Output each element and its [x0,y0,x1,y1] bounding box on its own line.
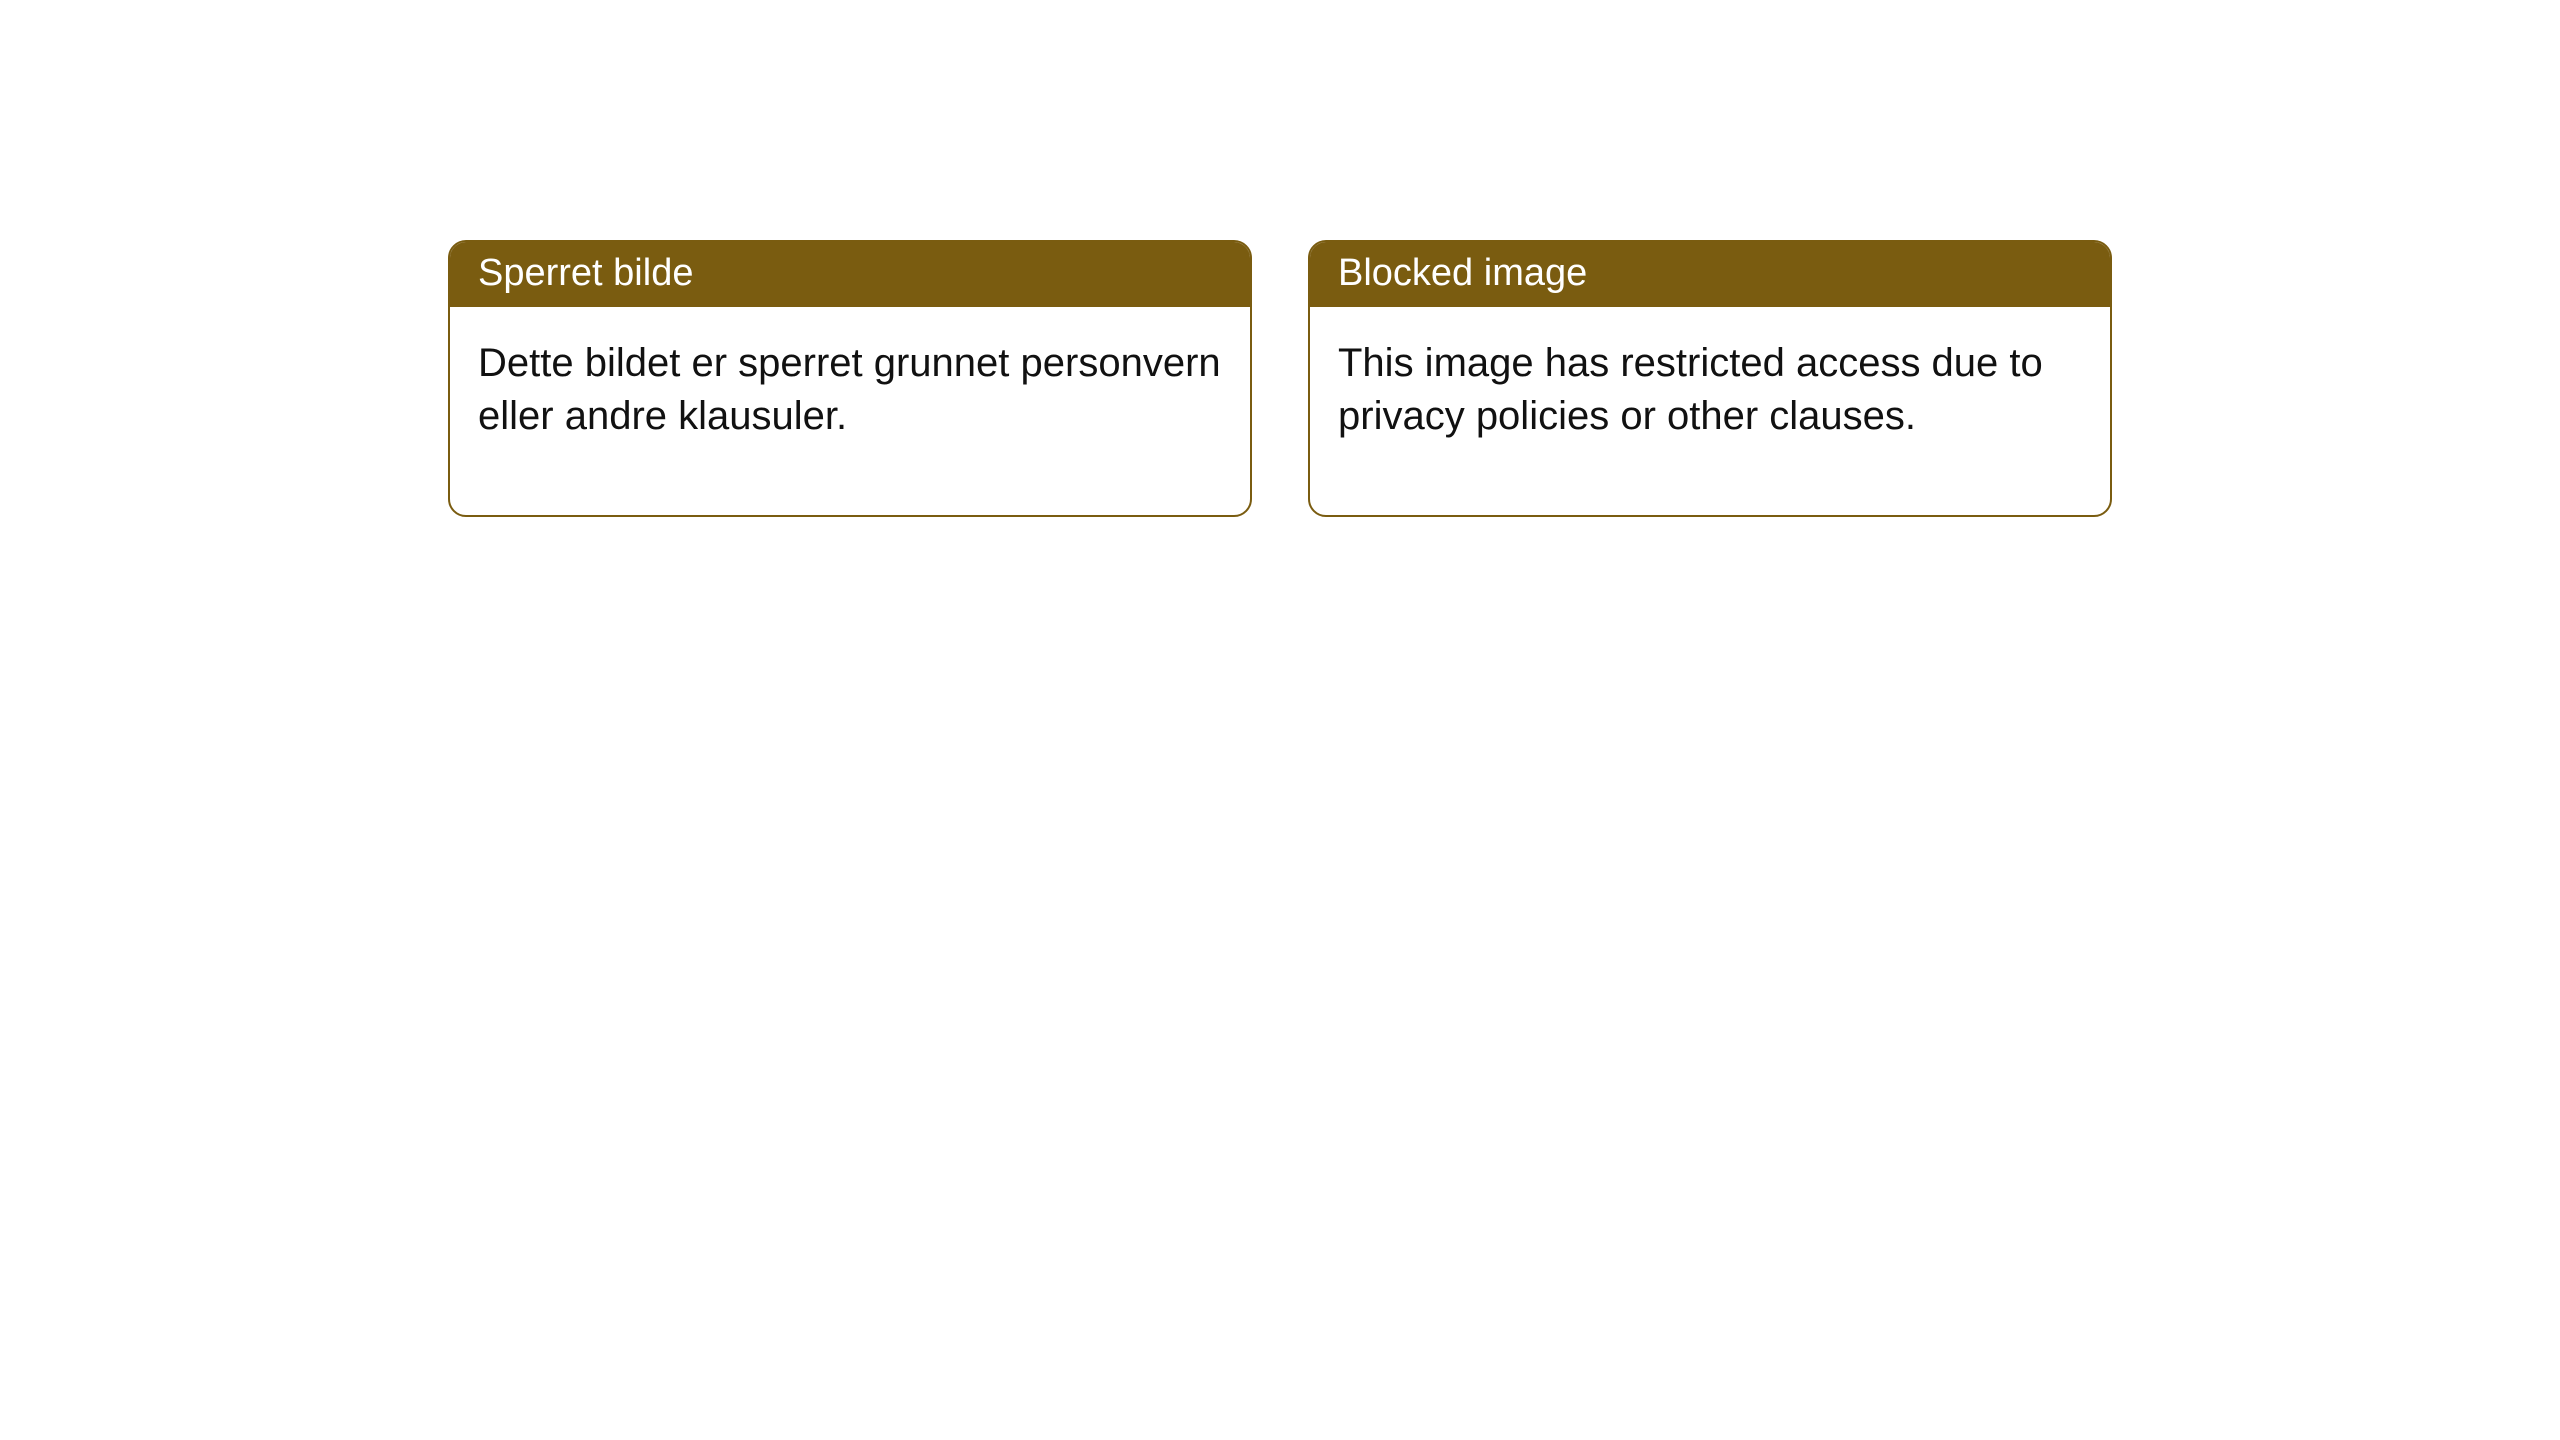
notice-card-english: Blocked image This image has restricted … [1308,240,2112,517]
notice-container: Sperret bilde Dette bildet er sperret gr… [0,0,2560,517]
notice-body-norwegian: Dette bildet er sperret grunnet personve… [450,307,1250,515]
notice-title-english: Blocked image [1310,242,2110,307]
notice-title-norwegian: Sperret bilde [450,242,1250,307]
notice-body-english: This image has restricted access due to … [1310,307,2110,515]
notice-card-norwegian: Sperret bilde Dette bildet er sperret gr… [448,240,1252,517]
